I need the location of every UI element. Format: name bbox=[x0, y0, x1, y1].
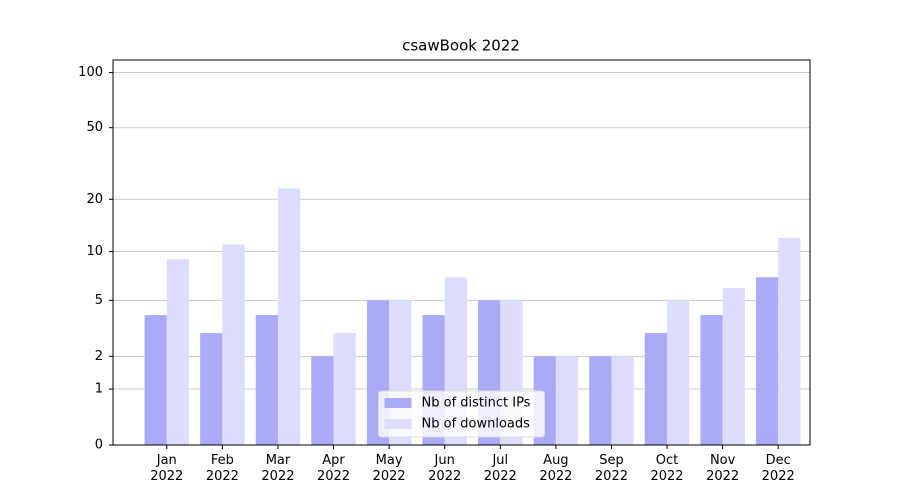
bar bbox=[555, 356, 579, 445]
x-tick-label: Dec 2022 bbox=[761, 453, 795, 484]
y-tick-label: 100 bbox=[78, 65, 103, 80]
bar bbox=[644, 333, 668, 445]
x-tick-label: Oct 2022 bbox=[650, 453, 684, 484]
bar bbox=[755, 277, 779, 445]
bar bbox=[255, 315, 278, 445]
x-tick-label: Apr 2022 bbox=[316, 453, 351, 484]
y-tick-label: 50 bbox=[86, 120, 103, 135]
bar bbox=[277, 188, 301, 445]
x-tick-label: Aug 2022 bbox=[539, 453, 573, 484]
legend-label: Nb of distinct IPs bbox=[422, 396, 531, 411]
bar bbox=[166, 259, 190, 445]
y-tick-label: 0 bbox=[95, 438, 103, 453]
plot-frame bbox=[112, 59, 811, 446]
x-tick-label: Jul 2022 bbox=[483, 453, 517, 484]
bar bbox=[611, 356, 634, 445]
x-tick-label: Nov 2022 bbox=[706, 453, 740, 484]
y-tick-label: 1 bbox=[95, 382, 103, 397]
bar bbox=[589, 356, 612, 445]
bar bbox=[222, 244, 245, 445]
chart-title: csawBook 2022 bbox=[402, 37, 520, 55]
x-tick-label: Sep 2022 bbox=[594, 453, 628, 484]
bar bbox=[200, 333, 223, 445]
x-tick-label: May 2022 bbox=[372, 453, 406, 484]
bar bbox=[667, 300, 690, 445]
bar bbox=[700, 315, 723, 445]
y-tick-label: 20 bbox=[86, 192, 103, 207]
bar bbox=[311, 356, 334, 445]
legend-label: Nb of downloads bbox=[422, 417, 531, 432]
y-tick-label: 10 bbox=[86, 244, 103, 259]
bar bbox=[778, 238, 801, 445]
legend-swatch bbox=[384, 398, 412, 408]
y-tick-label: 5 bbox=[95, 293, 103, 308]
bar bbox=[722, 287, 745, 445]
x-tick-label: Mar 2022 bbox=[261, 453, 295, 484]
bar bbox=[333, 333, 356, 445]
legend: Nb of distinct IPs Nb of downloads bbox=[378, 390, 545, 438]
x-tick-label: Feb 2022 bbox=[205, 453, 239, 484]
x-tick-label: Jan 2022 bbox=[150, 453, 184, 484]
x-tick-label: Jun 2022 bbox=[428, 453, 462, 484]
bar bbox=[144, 315, 167, 445]
y-tick-label: 2 bbox=[95, 349, 103, 364]
legend-box bbox=[378, 390, 545, 438]
legend-swatch bbox=[384, 419, 412, 429]
